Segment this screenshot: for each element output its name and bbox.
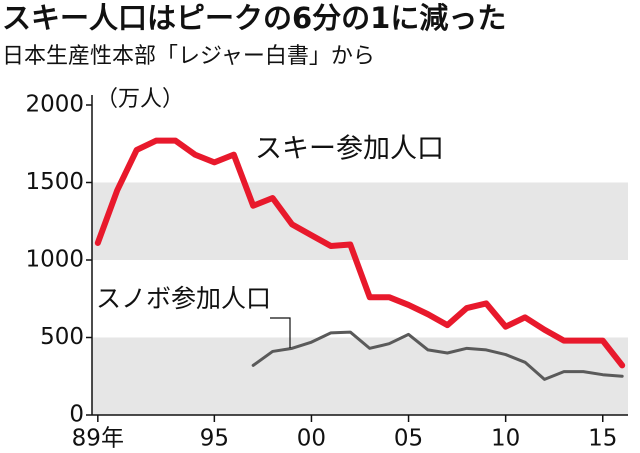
x-tick-label: 95 (200, 426, 229, 452)
legend-label: スノボ参加人口 (96, 284, 271, 313)
y-unit: （万人） (96, 87, 184, 112)
y-tick-label: 500 (40, 324, 84, 350)
legend-label: スキー参加人口 (255, 134, 444, 165)
bands (92, 182, 628, 415)
series-line (251, 330, 624, 381)
series-line (94, 137, 626, 369)
plot (94, 137, 626, 381)
x-tick-label: 89年 (72, 426, 124, 452)
y-tick-label: 2000 (25, 92, 84, 118)
y-tick-label: 1500 (25, 169, 84, 195)
x-tick-label: 00 (297, 426, 326, 452)
x-tick-label: 10 (491, 426, 520, 452)
y-tick-label: 0 (69, 402, 84, 428)
x-tick-label: 05 (394, 426, 423, 452)
chart-title: スキー人口はピークの6分の1に減った (2, 1, 506, 35)
grid-band (92, 337, 628, 415)
x-tick-label: 15 (588, 426, 617, 452)
chart-subtitle: 日本生産性本部「レジャー白書」から (2, 44, 375, 69)
y-tick-label: 1000 (25, 247, 84, 273)
grid-band (92, 182, 628, 260)
leader-line (270, 317, 291, 348)
